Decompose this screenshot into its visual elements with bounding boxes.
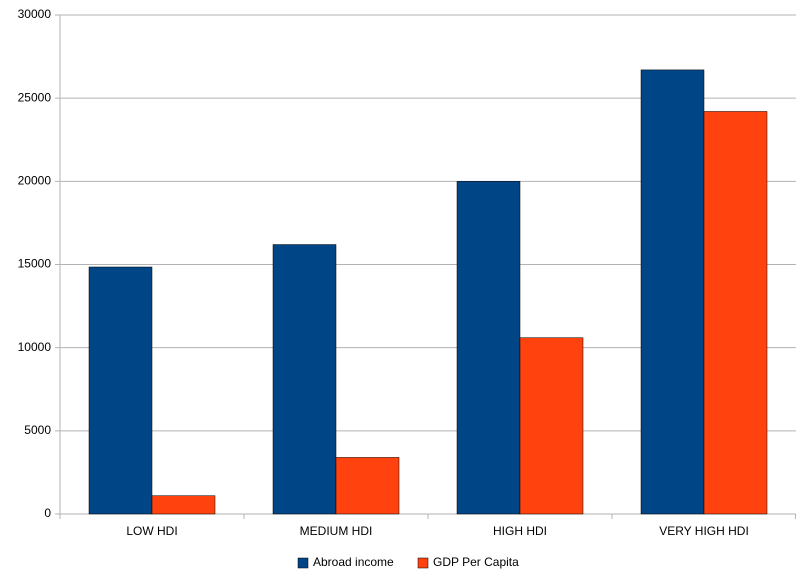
legend-swatch	[297, 557, 309, 569]
y-tick-label: 0	[44, 506, 51, 520]
y-tick-label: 30000	[18, 7, 52, 21]
x-tick-label: LOW HDI	[126, 524, 177, 538]
bar	[151, 495, 216, 515]
bar	[88, 266, 153, 515]
y-tick-label: 10000	[18, 340, 52, 354]
y-tick-label: 25000	[18, 90, 52, 104]
x-tick-label: VERY HIGH HDI	[659, 524, 749, 538]
y-tick-label: 20000	[18, 174, 52, 188]
x-tick-label: HIGH HDI	[493, 524, 547, 538]
y-tick-label: 5000	[24, 423, 51, 437]
bar	[456, 181, 521, 515]
legend-label: GDP Per Capita	[433, 555, 519, 569]
bar	[640, 69, 705, 515]
bar	[272, 244, 337, 515]
y-tick-label: 15000	[18, 257, 52, 271]
legend-swatch	[417, 557, 429, 569]
bar	[519, 337, 584, 515]
legend-label: Abroad income	[313, 555, 394, 569]
x-tick-label: MEDIUM HDI	[300, 524, 373, 538]
bar	[703, 111, 768, 515]
bar	[335, 457, 400, 515]
